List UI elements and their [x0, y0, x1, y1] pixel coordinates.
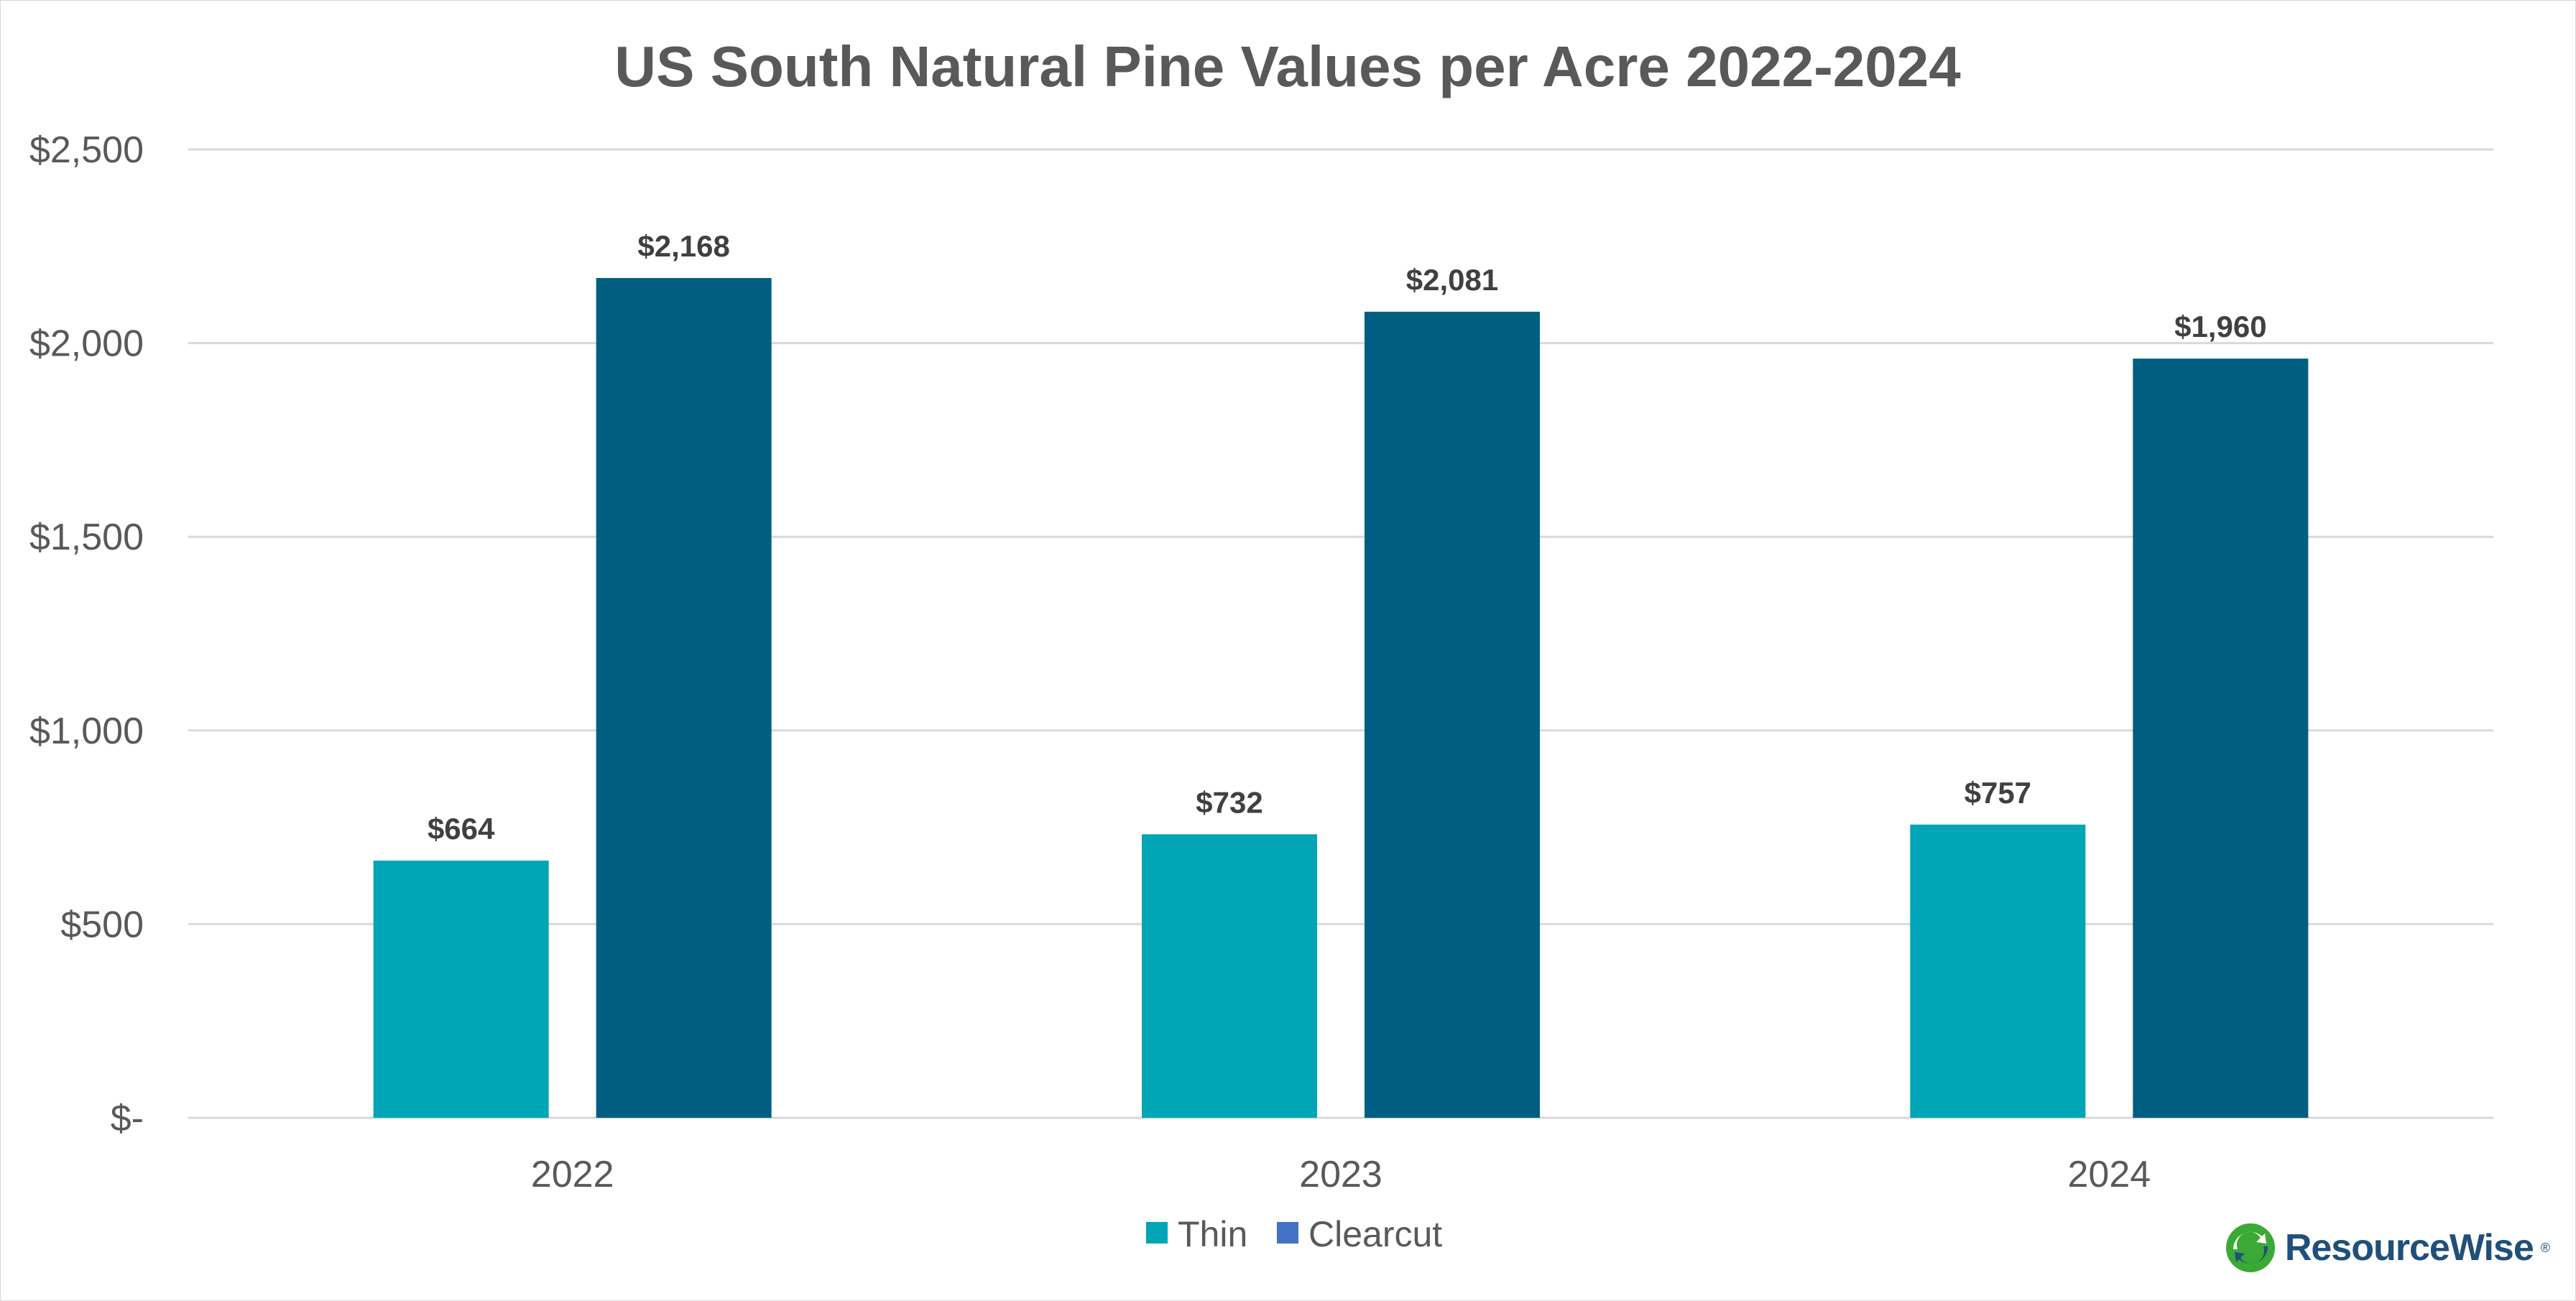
bar-clearcut: [596, 278, 772, 1118]
bar-clearcut: [2133, 358, 2309, 1119]
x-tick-label: 2023: [1299, 1154, 1382, 1195]
bar-thin: [373, 860, 549, 1118]
data-labels: $664 $2,168 $732 $2,081 $757 $1,960: [428, 229, 2267, 846]
bar-clearcut: [1365, 311, 1540, 1118]
bar-thin: [1142, 834, 1317, 1118]
y-tick-label: $500: [60, 904, 144, 945]
legend-label-clearcut: Clearcut: [1308, 1214, 1442, 1254]
data-label: $757: [1965, 776, 2031, 810]
data-label: $664: [428, 812, 495, 846]
legend: Thin Clearcut: [1146, 1214, 1442, 1254]
y-axis-ticks: $- $500 $1,000 $1,500 $2,000 $2,500: [29, 129, 144, 1139]
bar-thin: [1910, 824, 2086, 1118]
x-axis-ticks: 2022 2023 2024: [531, 1154, 2151, 1195]
data-label: $2,081: [1406, 263, 1498, 297]
x-tick-label: 2024: [2067, 1154, 2151, 1195]
bars: [373, 278, 2309, 1119]
y-tick-label: $2,500: [29, 129, 144, 171]
y-tick-label: $1,500: [29, 517, 144, 558]
y-tick-label: $1,000: [29, 710, 144, 752]
resourcewise-logo: ResourceWise ®: [2223, 1221, 2550, 1275]
registered-mark: ®: [2540, 1240, 2550, 1255]
y-tick-label: $2,000: [29, 323, 144, 365]
data-label: $2,168: [637, 229, 729, 263]
legend-swatch-clearcut: [1277, 1222, 1298, 1244]
data-label: $1,960: [2174, 310, 2266, 343]
logo-wordmark: ResourceWise: [2284, 1227, 2534, 1269]
legend-label-thin: Thin: [1178, 1214, 1247, 1254]
gridlines: [188, 148, 2493, 1119]
data-label: $732: [1196, 785, 1262, 819]
recycle-leaf-icon: [2223, 1221, 2278, 1275]
x-tick-label: 2022: [531, 1154, 614, 1195]
chart-title: US South Natural Pine Values per Acre 20…: [614, 34, 1961, 98]
y-tick-label: $-: [111, 1098, 144, 1139]
legend-swatch-thin: [1146, 1222, 1168, 1244]
